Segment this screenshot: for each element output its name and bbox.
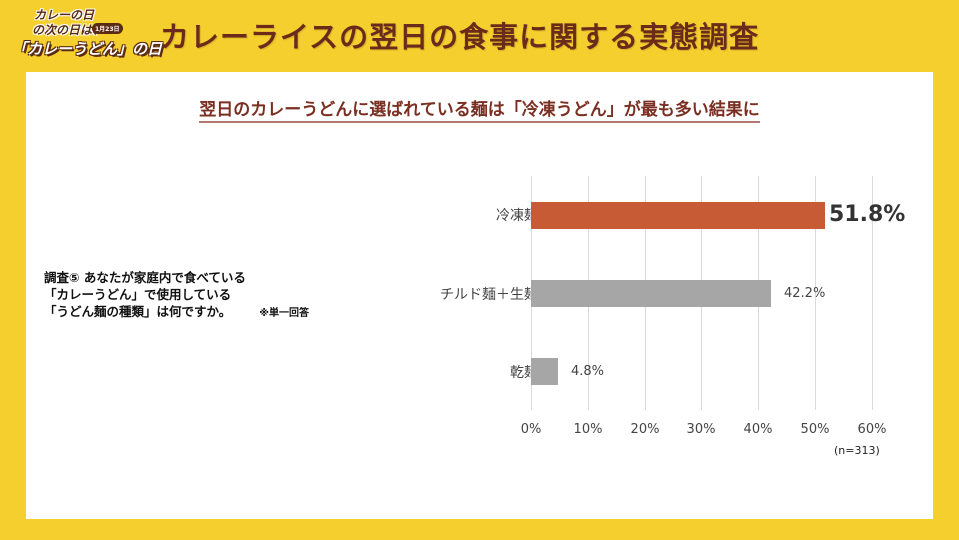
x-tick-10: 10% <box>573 422 603 437</box>
question-line-3: 「うどん麺の種類」は何ですか。 ※単一回答 <box>44 303 309 322</box>
sample-size-note: (n=313) <box>834 444 880 457</box>
x-tick-30: 30% <box>686 422 716 437</box>
logo-line-2: の次の日は、 <box>32 23 105 37</box>
bar-chart: 冷凍麺 チルド麺＋生麺 乾麺 51.8% 42.2% 4.8% 0% 10% 2… <box>26 72 933 519</box>
answer-type-note: ※単一回答 <box>259 308 309 319</box>
value-label-chilled: 42.2% <box>784 286 826 301</box>
logo-line-3: 「カレーうどん」の日 <box>12 40 163 58</box>
gridline-50 <box>815 176 816 410</box>
category-label-chilled: チルド麺＋生麺 <box>440 287 538 303</box>
logo-line-1: カレーの日 <box>34 8 95 22</box>
question-line-2: 「カレーうどん」で使用している <box>44 287 232 302</box>
bar-chilled <box>531 280 771 307</box>
x-tick-60: 60% <box>857 422 887 437</box>
chart-subtitle-text: 翌日のカレーうどんに選ばれている麺は「冷凍うどん」が最も多い結果に <box>199 100 760 123</box>
content-panel: 翌日のカレーうどんに選ばれている麺は「冷凍うどん」が最も多い結果に 調査⑤ あな… <box>26 72 933 519</box>
chart-subtitle: 翌日のカレーうどんに選ばれている麺は「冷凍うどん」が最も多い結果に <box>26 95 933 123</box>
page-title: カレーライスの翌日の食事に関する実態調査 <box>160 20 760 54</box>
category-label-frozen: 冷凍麺 <box>496 208 538 224</box>
x-tick-20: 20% <box>630 422 660 437</box>
bar-frozen <box>531 202 825 229</box>
bar-dried <box>531 358 558 385</box>
x-tick-0: 0% <box>520 422 542 437</box>
question-line-3-text: 「うどん麺の種類」は何ですか。 <box>44 304 232 319</box>
x-tick-50: 50% <box>800 422 830 437</box>
logo: カレーの日 の次の日は、 1月23日 「カレーうどん」の日 <box>6 4 162 60</box>
value-label-dried: 4.8% <box>571 364 605 379</box>
question-line-1: 調査⑤ あなたが家庭内で食べている <box>44 270 246 285</box>
survey-question: 調査⑤ あなたが家庭内で食べている 「カレーうどん」で使用している 「うどん麺の… <box>44 269 309 322</box>
logo-date-badge: 1月23日 <box>92 23 123 34</box>
gridline-60 <box>872 176 873 410</box>
x-tick-40: 40% <box>743 422 773 437</box>
value-label-frozen: 51.8% <box>829 202 906 227</box>
